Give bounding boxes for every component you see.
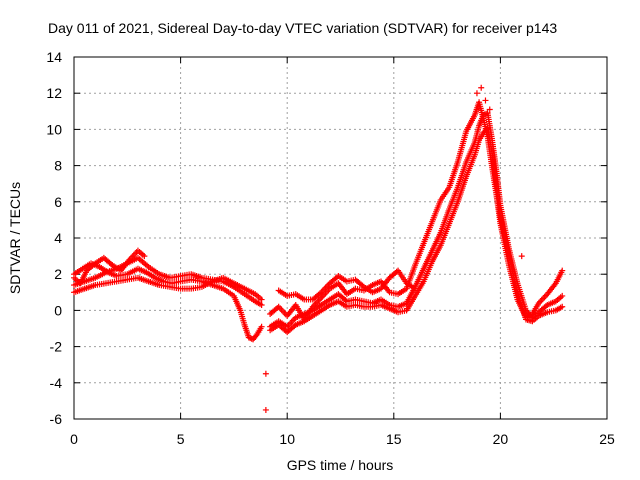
y-tick-label: -6	[50, 411, 63, 427]
data-point	[258, 296, 265, 303]
y-tick-label: 2	[54, 266, 62, 282]
data-point	[262, 406, 269, 413]
x-tick-label: 25	[599, 431, 615, 447]
data-point	[262, 370, 269, 377]
y-tick-label: -2	[50, 339, 63, 355]
y-tick-labels: -6 -4 -2 0 2 4 6 8 10 12 14	[46, 49, 62, 427]
data-point	[258, 323, 265, 330]
x-axis-label: GPS time / hours	[287, 457, 394, 473]
data-point	[486, 106, 493, 113]
data-point	[518, 253, 525, 260]
series-outliers	[262, 84, 525, 413]
x-tick-label: 20	[493, 431, 509, 447]
y-tick-label: 6	[54, 194, 62, 210]
x-tick-label: 0	[70, 431, 78, 447]
y-tick-label: -4	[50, 375, 63, 391]
data-point	[141, 253, 148, 260]
data-series	[71, 84, 566, 413]
data-point	[258, 301, 265, 308]
y-tick-label: 14	[46, 49, 62, 65]
series-track-8	[275, 267, 419, 303]
data-point	[559, 292, 566, 299]
y-tick-label: 0	[54, 302, 62, 318]
data-point	[559, 303, 566, 310]
data-point	[412, 285, 419, 292]
x-tick-labels: 0 5 10 15 20 25	[70, 431, 615, 447]
axis-ticks	[73, 56, 608, 420]
y-tick-label: 8	[54, 158, 62, 174]
y-tick-label: 10	[46, 121, 62, 137]
data-point	[253, 332, 260, 339]
x-tick-label: 5	[177, 431, 185, 447]
series-track-7	[267, 124, 566, 336]
x-tick-label: 10	[279, 431, 295, 447]
series-track-3	[71, 274, 265, 303]
chart-title: Day 011 of 2021, Sidereal Day-to-day VTE…	[48, 20, 557, 36]
series-track-4	[71, 247, 148, 287]
y-axis-label: SDTVAR / TECUs	[7, 182, 23, 294]
series-track-1	[71, 260, 265, 343]
data-point	[559, 267, 566, 274]
data-point	[478, 84, 485, 91]
grid-lines	[74, 57, 607, 419]
data-point	[473, 90, 480, 97]
x-tick-label: 15	[386, 431, 402, 447]
y-tick-label: 12	[46, 85, 62, 101]
data-point	[482, 97, 489, 104]
y-tick-label: 4	[54, 230, 62, 246]
